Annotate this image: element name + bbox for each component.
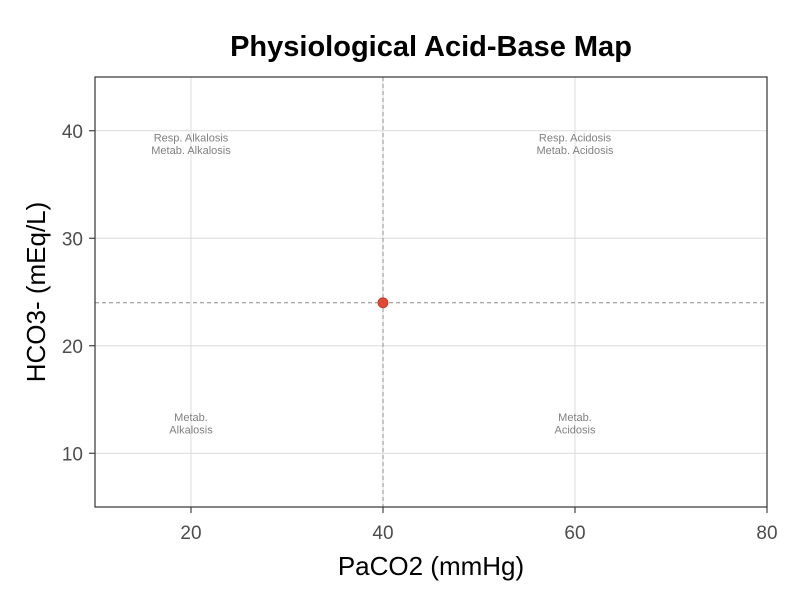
quadrant-annotations: Resp. Alkalosis Metab. Alkalosis Resp. Aci… (151, 133, 614, 437)
x-tick-label: 80 (756, 523, 777, 544)
x-tick-label: 40 (372, 523, 393, 544)
reference-lines (95, 77, 767, 507)
quadrant-label: Resp. Alkalosis Metab. Alkalosis (151, 133, 231, 158)
y-tick-label: 10 (62, 444, 83, 465)
quadrant-label: Metab. Acidosis (555, 412, 596, 437)
plot-panel (94, 76, 768, 508)
chart-title: Physiological Acid-Base Map (230, 31, 632, 63)
x-tick-label: 20 (180, 523, 201, 544)
x-tick-label: 60 (564, 523, 585, 544)
data-points (377, 297, 389, 309)
y-tick-label: 40 (62, 122, 83, 143)
y-axis-title: HCO3- (mEq/L) (21, 202, 51, 383)
data-point (377, 297, 389, 309)
y-tick-label: 20 (62, 337, 83, 358)
x-axis-title: PaCO2 (mmHg) (338, 551, 524, 581)
quadrant-label: Resp. Acidosis Metab. Acidosis (536, 133, 614, 158)
axis-ticks: 20 40 60 80 10 20 30 40 (62, 122, 778, 544)
quadrant-label: Metab. Alkalosis (169, 412, 213, 437)
y-tick-label: 30 (62, 229, 83, 250)
